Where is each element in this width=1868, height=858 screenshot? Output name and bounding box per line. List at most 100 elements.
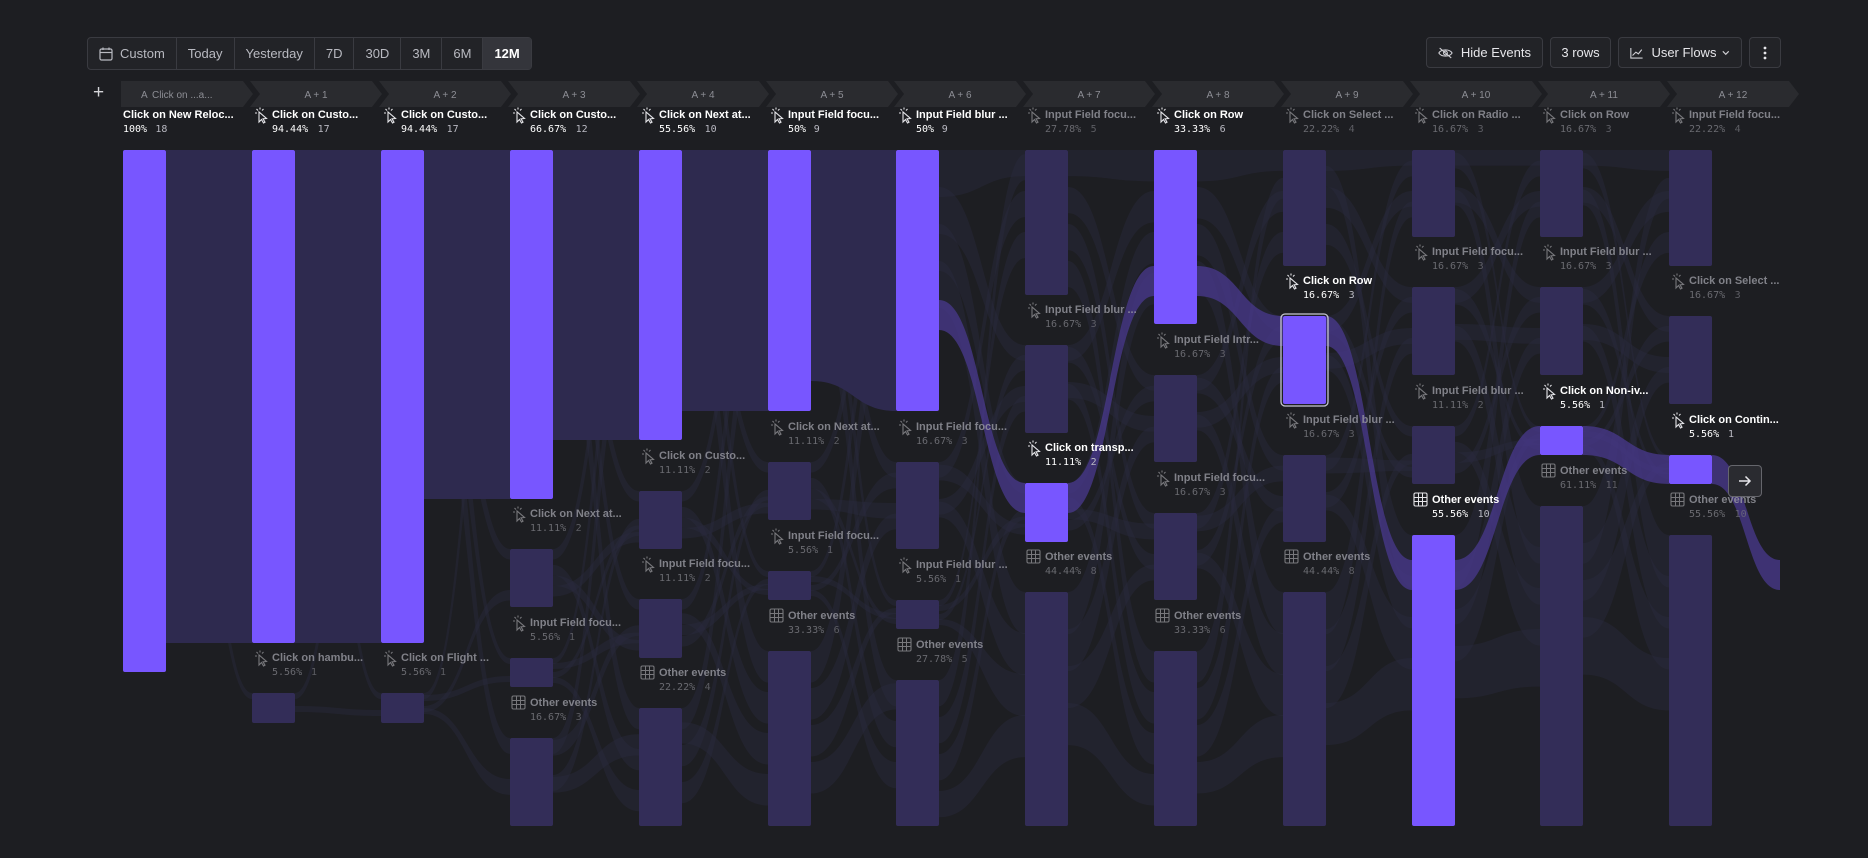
add-step-button[interactable]: + [93, 82, 105, 103]
node-bar[interactable] [1540, 150, 1583, 237]
flow-node[interactable]: Other events 27.78% 5 [896, 637, 983, 826]
flow-node[interactable]: Input Field focu... 5.56% 1 [510, 615, 621, 688]
node-bar[interactable] [510, 549, 553, 607]
node-bar[interactable] [768, 150, 811, 411]
node-bar[interactable] [1025, 150, 1068, 295]
flow-node[interactable]: Click on New Reloc... 100% 18 [123, 109, 234, 672]
node-bar[interactable] [1412, 426, 1455, 484]
node-bar[interactable] [639, 599, 682, 658]
flow-node[interactable]: Other events 55.56% 10 [1669, 492, 1756, 826]
flow-node[interactable]: Click on Custo... 11.11% 2 [639, 448, 745, 550]
flow-node[interactable]: Other events 22.22% 4 [639, 665, 726, 826]
node-bar[interactable] [768, 651, 811, 826]
date-range-custom[interactable]: Custom [88, 38, 177, 69]
flow-node[interactable]: Click on Next at... 11.11% 2 [510, 506, 622, 608]
step-header-10[interactable]: A + 10 [1410, 81, 1542, 107]
node-bar[interactable] [1154, 150, 1197, 324]
flow-node[interactable]: Other events 33.33% 6 [768, 608, 855, 826]
node-bar[interactable] [1540, 287, 1583, 375]
step-header-11[interactable]: A + 11 [1538, 81, 1670, 107]
hide-events-button[interactable]: Hide Events [1426, 37, 1543, 68]
flow-node[interactable]: Other events 44.44% 8 [1283, 549, 1370, 826]
node-bar[interactable] [510, 738, 553, 826]
node-bar[interactable] [1669, 535, 1712, 826]
date-range-6m[interactable]: 6M [442, 38, 484, 69]
node-bar[interactable] [1669, 316, 1712, 404]
node-bar[interactable] [252, 693, 295, 723]
node-bar[interactable] [639, 708, 682, 826]
flow-node[interactable]: Input Field focu... 11.11% 2 [639, 556, 750, 659]
node-bar[interactable] [896, 680, 939, 826]
node-bar[interactable] [1154, 651, 1197, 826]
node-bar[interactable] [1025, 592, 1068, 826]
flow-node[interactable]: Click on Contin... 5.56% 1 [1669, 412, 1779, 485]
step-header-6[interactable]: A + 6 [894, 81, 1026, 107]
node-bar[interactable] [896, 600, 939, 629]
step-header-8[interactable]: A + 8 [1152, 81, 1284, 107]
node-bar[interactable] [1412, 287, 1455, 375]
flow-node[interactable]: Other events 44.44% 8 [1025, 549, 1112, 826]
flow-node[interactable]: Click on Custo... 66.67% 12 [510, 107, 616, 500]
flow-node[interactable]: Click on Non-iv... 5.56% 1 [1540, 383, 1648, 456]
flow-node[interactable]: Click on Next at... 11.11% 2 [768, 419, 880, 521]
flow-node[interactable]: Other events 33.33% 6 [1154, 608, 1241, 826]
node-bar[interactable] [510, 658, 553, 687]
node-bar[interactable] [1283, 150, 1326, 266]
flow-node[interactable]: Click on Flight ... 5.56% 1 [381, 650, 489, 724]
node-bar[interactable] [1412, 535, 1455, 826]
date-range-today[interactable]: Today [177, 38, 235, 69]
flow-node[interactable]: Click on hambu... 5.56% 1 [252, 650, 363, 724]
node-bar[interactable] [768, 571, 811, 600]
flow-node[interactable]: Input Field focu... 5.56% 1 [768, 528, 879, 601]
flow-node[interactable]: Click on Row 33.33% 6 [1154, 107, 1244, 325]
flow-node[interactable]: Other events 61.11% 11 [1540, 463, 1627, 826]
flow-node[interactable]: Input Field blur ... 5.56% 1 [896, 557, 1008, 630]
node-bar[interactable] [1283, 316, 1326, 404]
flow-node[interactable]: Input Field focu... 16.67% 3 [1412, 244, 1523, 376]
flow-node[interactable]: Input Field focu... 16.67% 3 [1154, 470, 1265, 601]
date-range-yesterday[interactable]: Yesterday [235, 38, 315, 69]
flow-node[interactable]: Input Field focu... 22.22% 4 [1669, 107, 1780, 267]
flow-node[interactable]: Click on Select ... 16.67% 3 [1669, 273, 1779, 405]
date-range-30d[interactable]: 30D [354, 38, 402, 69]
node-bar[interactable] [510, 150, 553, 499]
node-bar[interactable] [639, 150, 682, 440]
node-bar[interactable] [1283, 455, 1326, 542]
date-range-12m[interactable]: 12M [483, 38, 531, 69]
node-bar[interactable] [381, 693, 424, 723]
node-bar[interactable] [1540, 506, 1583, 826]
flow-node[interactable]: Input Field blur ... 16.67% 3 [1283, 412, 1395, 543]
flow-node[interactable]: Input Field focu... 27.78% 5 [1025, 107, 1136, 296]
flow-node[interactable]: Input Field Intr... 16.67% 3 [1154, 332, 1259, 463]
flow-node[interactable]: Input Field focu... 50% 9 [768, 107, 879, 412]
flow-node[interactable]: Click on Next at... 55.56% 10 [639, 107, 751, 441]
flow-node[interactable]: Other events 55.56% 10 [1412, 492, 1499, 826]
flow-node[interactable]: Input Field blur ... 50% 9 [896, 107, 1008, 412]
step-header-4[interactable]: A + 4 [637, 81, 769, 107]
node-bar[interactable] [768, 462, 811, 520]
node-bar[interactable] [1154, 513, 1197, 600]
step-header-3[interactable]: A + 3 [508, 81, 640, 107]
flow-node[interactable]: Click on Custo... 94.44% 17 [381, 107, 487, 644]
flow-node[interactable]: Click on Row 16.67% 3 [1280, 273, 1373, 407]
node-bar[interactable] [1283, 592, 1326, 826]
date-range-7d[interactable]: 7D [315, 38, 355, 69]
node-bar[interactable] [381, 150, 424, 643]
node-bar[interactable] [1669, 455, 1712, 484]
flow-node[interactable]: Click on Radio ... 16.67% 3 [1412, 107, 1521, 238]
node-bar[interactable] [639, 491, 682, 549]
more-options-button[interactable] [1749, 37, 1781, 68]
flow-node[interactable]: Other events 16.67% 3 [510, 695, 597, 826]
rows-button[interactable]: 3 rows [1550, 37, 1611, 68]
flow-node[interactable]: Click on transp... 11.11% 2 [1025, 440, 1134, 543]
date-range-3m[interactable]: 3M [401, 38, 443, 69]
flow-node[interactable]: Click on Custo... 94.44% 17 [252, 107, 358, 644]
node-bar[interactable] [1412, 150, 1455, 237]
node-bar[interactable] [1025, 345, 1068, 433]
flow-node[interactable]: Click on Row 16.67% 3 [1540, 107, 1630, 238]
flow-node[interactable]: Click on Select ... 22.22% 4 [1283, 107, 1393, 267]
next-steps-button[interactable] [1728, 465, 1762, 497]
step-header-0[interactable]: A Click on ...a... [121, 81, 253, 107]
flow-node[interactable]: Input Field blur ... 16.67% 3 [1025, 302, 1137, 434]
step-header-7[interactable]: A + 7 [1023, 81, 1155, 107]
